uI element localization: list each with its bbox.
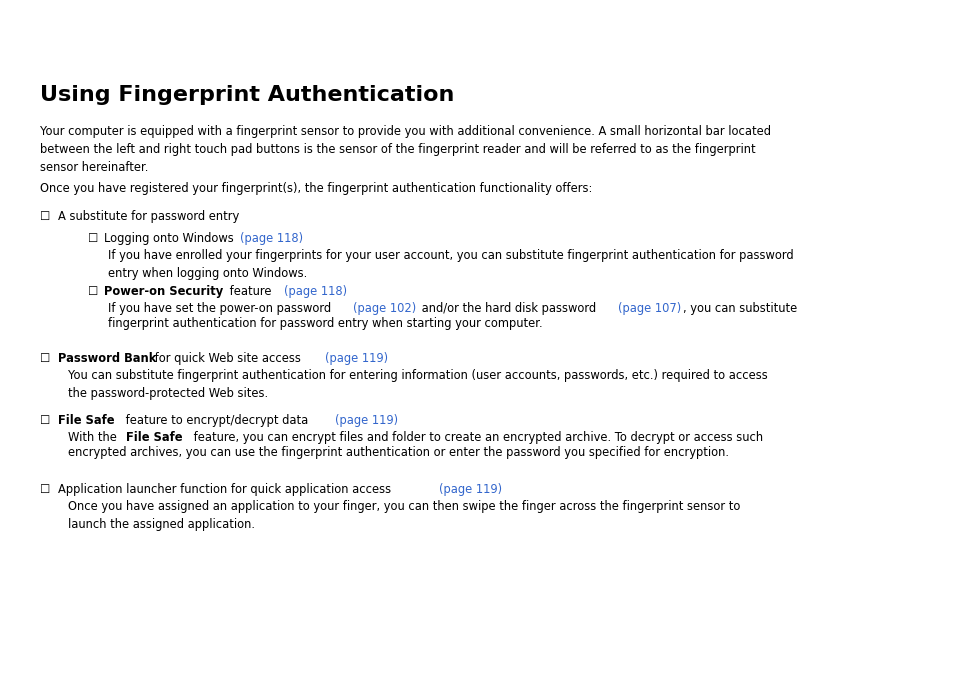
Text: You can substitute fingerprint authentication for entering information (user acc: You can substitute fingerprint authentic… xyxy=(68,369,767,400)
Text: VAIO: VAIO xyxy=(18,13,93,42)
Text: Customizing Your VAIO Computer: Customizing Your VAIO Computer xyxy=(755,34,928,44)
Text: and/or the hard disk password: and/or the hard disk password xyxy=(417,302,599,315)
Text: feature to encrypt/decrypt data: feature to encrypt/decrypt data xyxy=(122,414,312,427)
Text: fingerprint authentication for password entry when starting your computer.: fingerprint authentication for password … xyxy=(108,317,542,330)
Text: Application launcher function for quick application access: Application launcher function for quick … xyxy=(58,483,395,496)
Text: (page 118): (page 118) xyxy=(283,285,346,298)
Text: (page 118): (page 118) xyxy=(239,232,302,245)
Text: (page 107): (page 107) xyxy=(618,302,680,315)
Text: ◄: ◄ xyxy=(853,10,861,20)
Text: Once you have assigned an application to your finger, you can then swipe the fin: Once you have assigned an application to… xyxy=(68,500,740,531)
Text: ☐: ☐ xyxy=(88,232,98,245)
Text: ►: ► xyxy=(892,10,900,20)
Text: , you can substitute: , you can substitute xyxy=(681,302,796,315)
Text: A substitute for password entry: A substitute for password entry xyxy=(58,210,239,223)
Text: 113: 113 xyxy=(862,10,884,20)
Text: feature: feature xyxy=(225,285,274,298)
Text: for quick Web site access: for quick Web site access xyxy=(151,352,304,365)
Text: Password Bank: Password Bank xyxy=(58,352,156,365)
Text: (page 119): (page 119) xyxy=(438,483,501,496)
Text: Power-on Security: Power-on Security xyxy=(104,285,223,298)
Text: With the: With the xyxy=(68,431,120,444)
Text: If you have set the power-on password: If you have set the power-on password xyxy=(108,302,335,315)
Text: ☐: ☐ xyxy=(40,352,51,365)
Text: (page 119): (page 119) xyxy=(335,414,398,427)
Text: Your computer is equipped with a fingerprint sensor to provide you with addition: Your computer is equipped with a fingerp… xyxy=(40,125,770,174)
Text: (page 102): (page 102) xyxy=(353,302,416,315)
Text: ☐: ☐ xyxy=(40,210,51,223)
Text: File Safe: File Safe xyxy=(126,431,182,444)
Text: Logging onto Windows: Logging onto Windows xyxy=(104,232,237,245)
Text: ☐: ☐ xyxy=(40,414,51,427)
Text: ☐: ☐ xyxy=(40,483,51,496)
Text: (page 119): (page 119) xyxy=(325,352,388,365)
Text: Using Fingerprint Authentication: Using Fingerprint Authentication xyxy=(40,85,454,105)
Text: If you have enrolled your fingerprints for your user account, you can substitute: If you have enrolled your fingerprints f… xyxy=(108,249,793,280)
Text: encrypted archives, you can use the fingerprint authentication or enter the pass: encrypted archives, you can use the fing… xyxy=(68,446,728,459)
Text: ☐: ☐ xyxy=(88,285,98,298)
Text: File Safe: File Safe xyxy=(58,414,114,427)
Text: Once you have registered your fingerprint(s), the fingerprint authentication fun: Once you have registered your fingerprin… xyxy=(40,182,592,195)
Text: feature, you can encrypt files and folder to create an encrypted archive. To dec: feature, you can encrypt files and folde… xyxy=(191,431,762,444)
